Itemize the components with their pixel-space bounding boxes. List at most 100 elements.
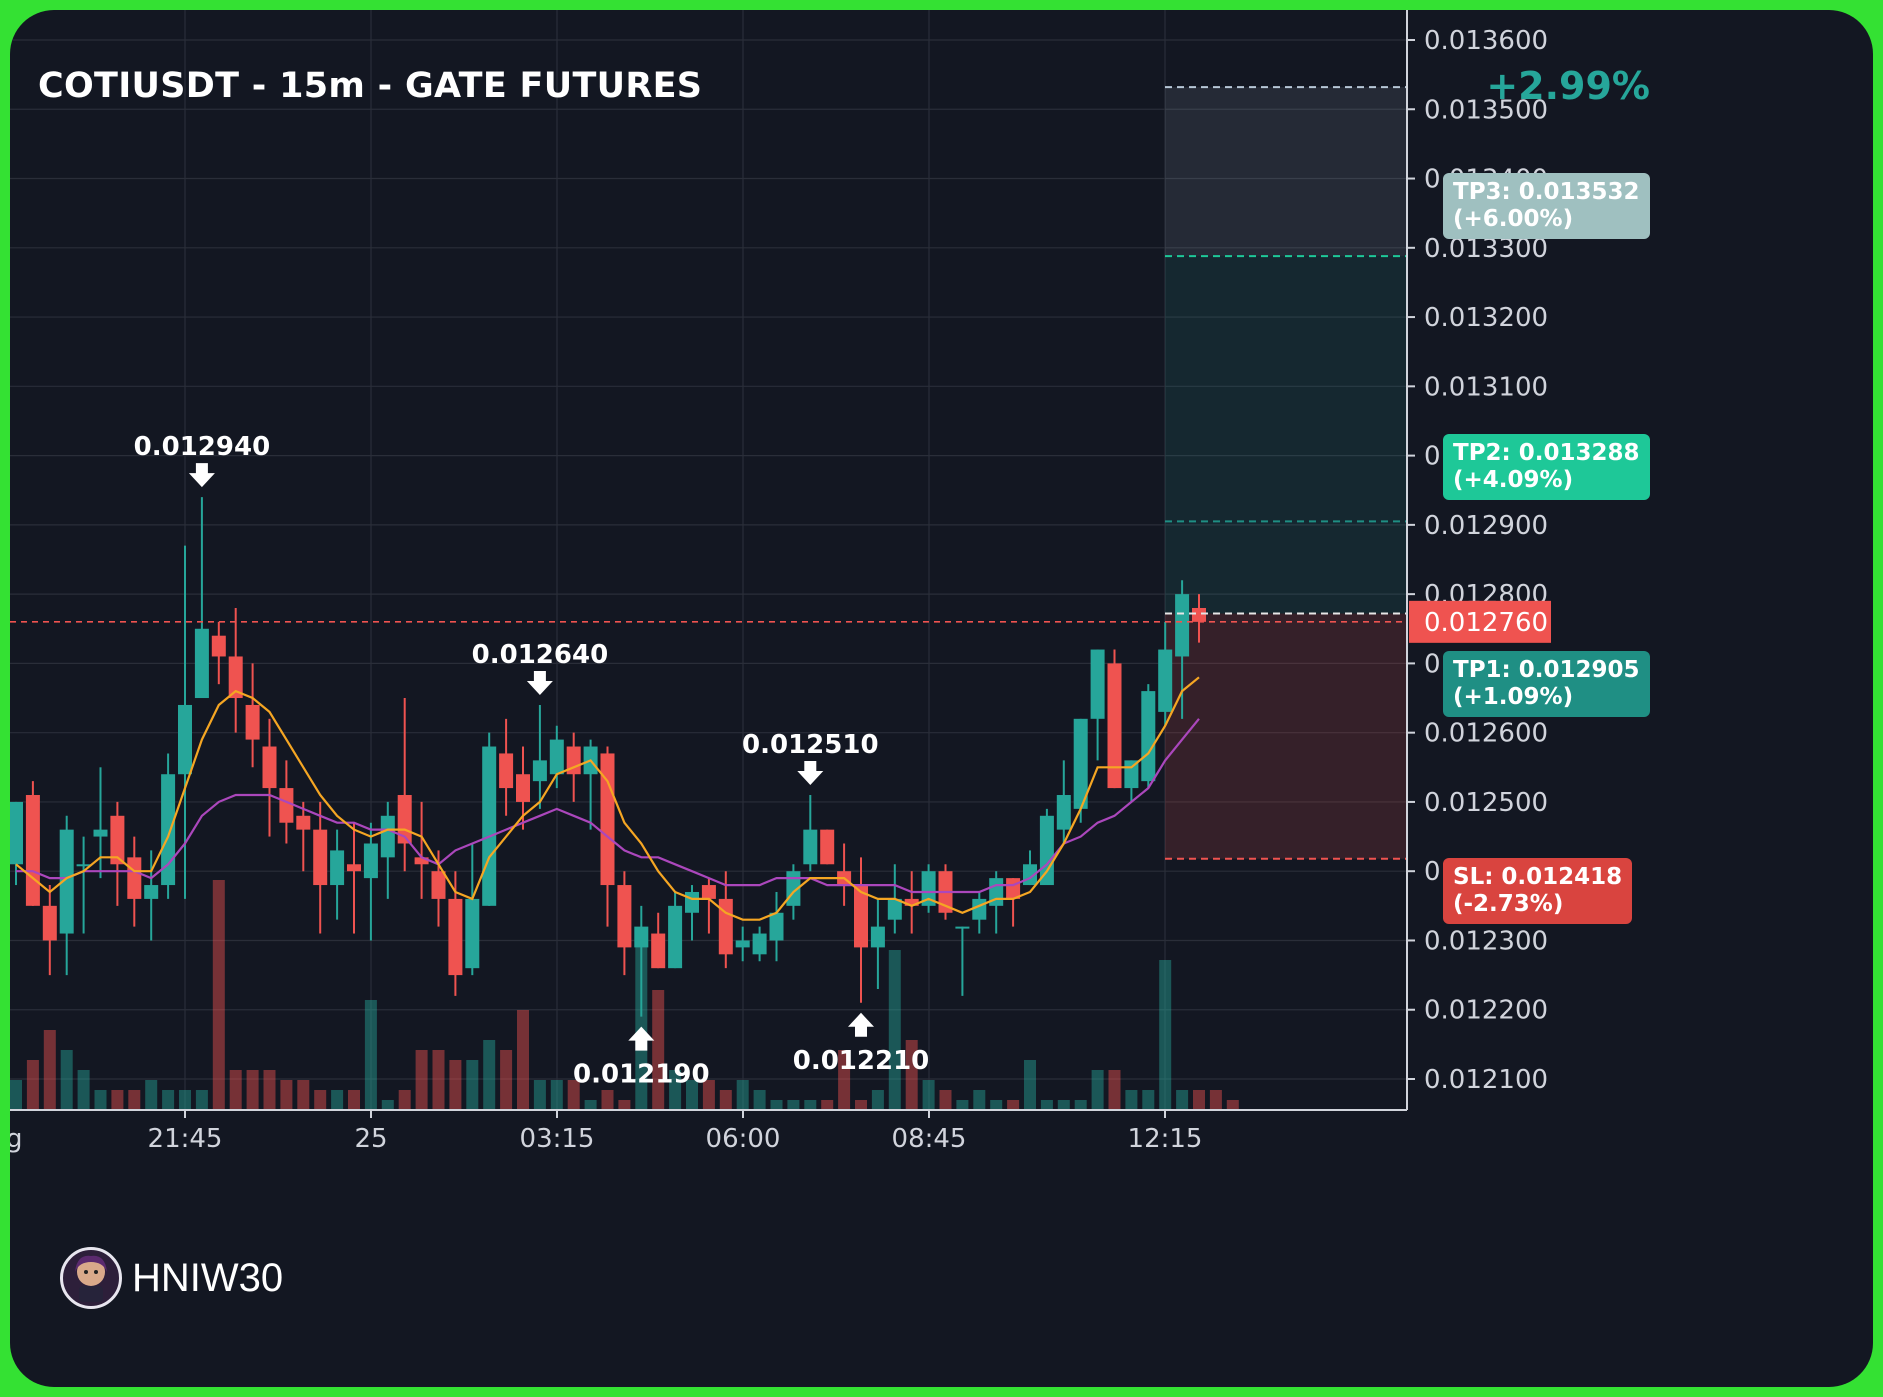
- candle[interactable]: [989, 871, 1004, 934]
- candle[interactable]: [685, 885, 699, 941]
- volume-bar: [1074, 1100, 1087, 1110]
- candle[interactable]: [414, 801, 429, 899]
- candle[interactable]: [76, 836, 91, 934]
- sl-tag[interactable]: SL: 0.012418 (-2.73%): [1443, 858, 1633, 924]
- candle[interactable]: [837, 843, 852, 906]
- candle-body: [955, 926, 970, 929]
- candle[interactable]: [161, 753, 176, 899]
- candle[interactable]: [634, 905, 649, 1017]
- candle[interactable]: [769, 891, 784, 962]
- volume-bar: [145, 1080, 158, 1110]
- candle-body: [651, 933, 666, 969]
- volume-bar: [263, 1070, 276, 1110]
- candle[interactable]: [1107, 649, 1122, 789]
- candle[interactable]: [921, 864, 936, 913]
- candle[interactable]: [532, 704, 547, 809]
- candle-body: [499, 753, 514, 789]
- candle[interactable]: [211, 621, 226, 685]
- candle[interactable]: [347, 822, 361, 934]
- candle[interactable]: [1090, 649, 1105, 761]
- candle[interactable]: [10, 801, 23, 886]
- candle[interactable]: [1192, 594, 1206, 643]
- volume-bar: [990, 1100, 1003, 1110]
- candle[interactable]: [955, 926, 970, 996]
- volume-bar: [736, 1080, 749, 1110]
- candle[interactable]: [296, 801, 311, 872]
- y-tick-label: 0.012600: [1424, 719, 1548, 749]
- candle[interactable]: [583, 739, 598, 830]
- tp3-tag[interactable]: TP3: 0.013532 (+6.00%): [1443, 173, 1650, 239]
- candle-body: [110, 815, 125, 865]
- candle[interactable]: [617, 871, 632, 976]
- price-marker-label: 0.012940: [134, 432, 271, 462]
- volume-bar: [905, 1040, 918, 1110]
- volume-bar: [10, 1080, 22, 1110]
- candle[interactable]: [803, 795, 818, 872]
- candle-body: [228, 656, 243, 699]
- y-tick-label: 0.012200: [1424, 996, 1548, 1026]
- candle[interactable]: [904, 871, 919, 934]
- candle[interactable]: [1158, 621, 1173, 726]
- candle[interactable]: [262, 718, 277, 837]
- candle-body: [516, 774, 530, 802]
- candle-body: [262, 746, 277, 789]
- x-tick-label: 08:45: [892, 1124, 967, 1154]
- candle[interactable]: [718, 871, 733, 969]
- volume-bar: [1057, 1100, 1070, 1110]
- sl-zone: [1165, 613, 1407, 859]
- candle-body: [634, 926, 649, 948]
- candle[interactable]: [59, 815, 74, 976]
- candle[interactable]: [93, 767, 108, 879]
- candle[interactable]: [854, 857, 868, 1003]
- volume-bar: [871, 1090, 884, 1110]
- volume-bar: [939, 1090, 952, 1110]
- x-tick-label: 06:00: [706, 1124, 781, 1154]
- candle[interactable]: [178, 545, 192, 899]
- candle[interactable]: [499, 718, 514, 816]
- candle[interactable]: [1056, 760, 1071, 844]
- volume-bar: [94, 1090, 107, 1110]
- candle[interactable]: [972, 891, 987, 934]
- candle[interactable]: [313, 801, 328, 934]
- candle[interactable]: [397, 698, 412, 872]
- candle-body: [870, 926, 885, 948]
- tp1-tag[interactable]: TP1: 0.012905 (+1.09%): [1443, 651, 1650, 717]
- candle[interactable]: [870, 898, 885, 989]
- candle[interactable]: [752, 926, 767, 962]
- sl-percent: (-2.73%): [1453, 891, 1564, 917]
- candle[interactable]: [482, 732, 497, 906]
- candle[interactable]: [549, 725, 564, 789]
- candle[interactable]: [1141, 684, 1156, 789]
- candle[interactable]: [1039, 808, 1054, 886]
- volume-bar: [1176, 1090, 1189, 1110]
- candle[interactable]: [380, 801, 395, 899]
- candle[interactable]: [228, 607, 243, 733]
- candle-body: [1141, 691, 1156, 782]
- candle[interactable]: [1073, 718, 1088, 823]
- chart-canvas[interactable]: 0.012940 0.012640 0.012190 0.012510 0.012210…: [10, 10, 1873, 1387]
- candle[interactable]: [465, 843, 480, 976]
- candle[interactable]: [127, 836, 142, 927]
- volume-bar: [162, 1090, 175, 1110]
- candle[interactable]: [820, 829, 835, 865]
- candle[interactable]: [42, 885, 57, 976]
- volume-bar: [60, 1050, 73, 1110]
- candle[interactable]: [330, 829, 345, 920]
- candle[interactable]: [25, 781, 40, 906]
- candle[interactable]: [668, 891, 683, 969]
- volume-bar: [838, 1050, 851, 1110]
- candle[interactable]: [144, 850, 159, 941]
- candle[interactable]: [363, 822, 378, 941]
- candle[interactable]: [735, 926, 750, 962]
- candle[interactable]: [110, 801, 125, 906]
- x-tick-label: 03:15: [520, 1124, 595, 1154]
- candle[interactable]: [651, 912, 666, 969]
- candle[interactable]: [1175, 580, 1190, 719]
- candle[interactable]: [194, 497, 209, 699]
- current-price-label: 0.012760: [1424, 608, 1548, 638]
- y-tick-label: 0.012900: [1424, 511, 1548, 541]
- sl-label: SL: 0.012418: [1453, 864, 1623, 890]
- candle[interactable]: [701, 878, 716, 934]
- tp2-tag[interactable]: TP2: 0.013288 (+4.09%): [1443, 434, 1650, 500]
- candle[interactable]: [245, 663, 260, 768]
